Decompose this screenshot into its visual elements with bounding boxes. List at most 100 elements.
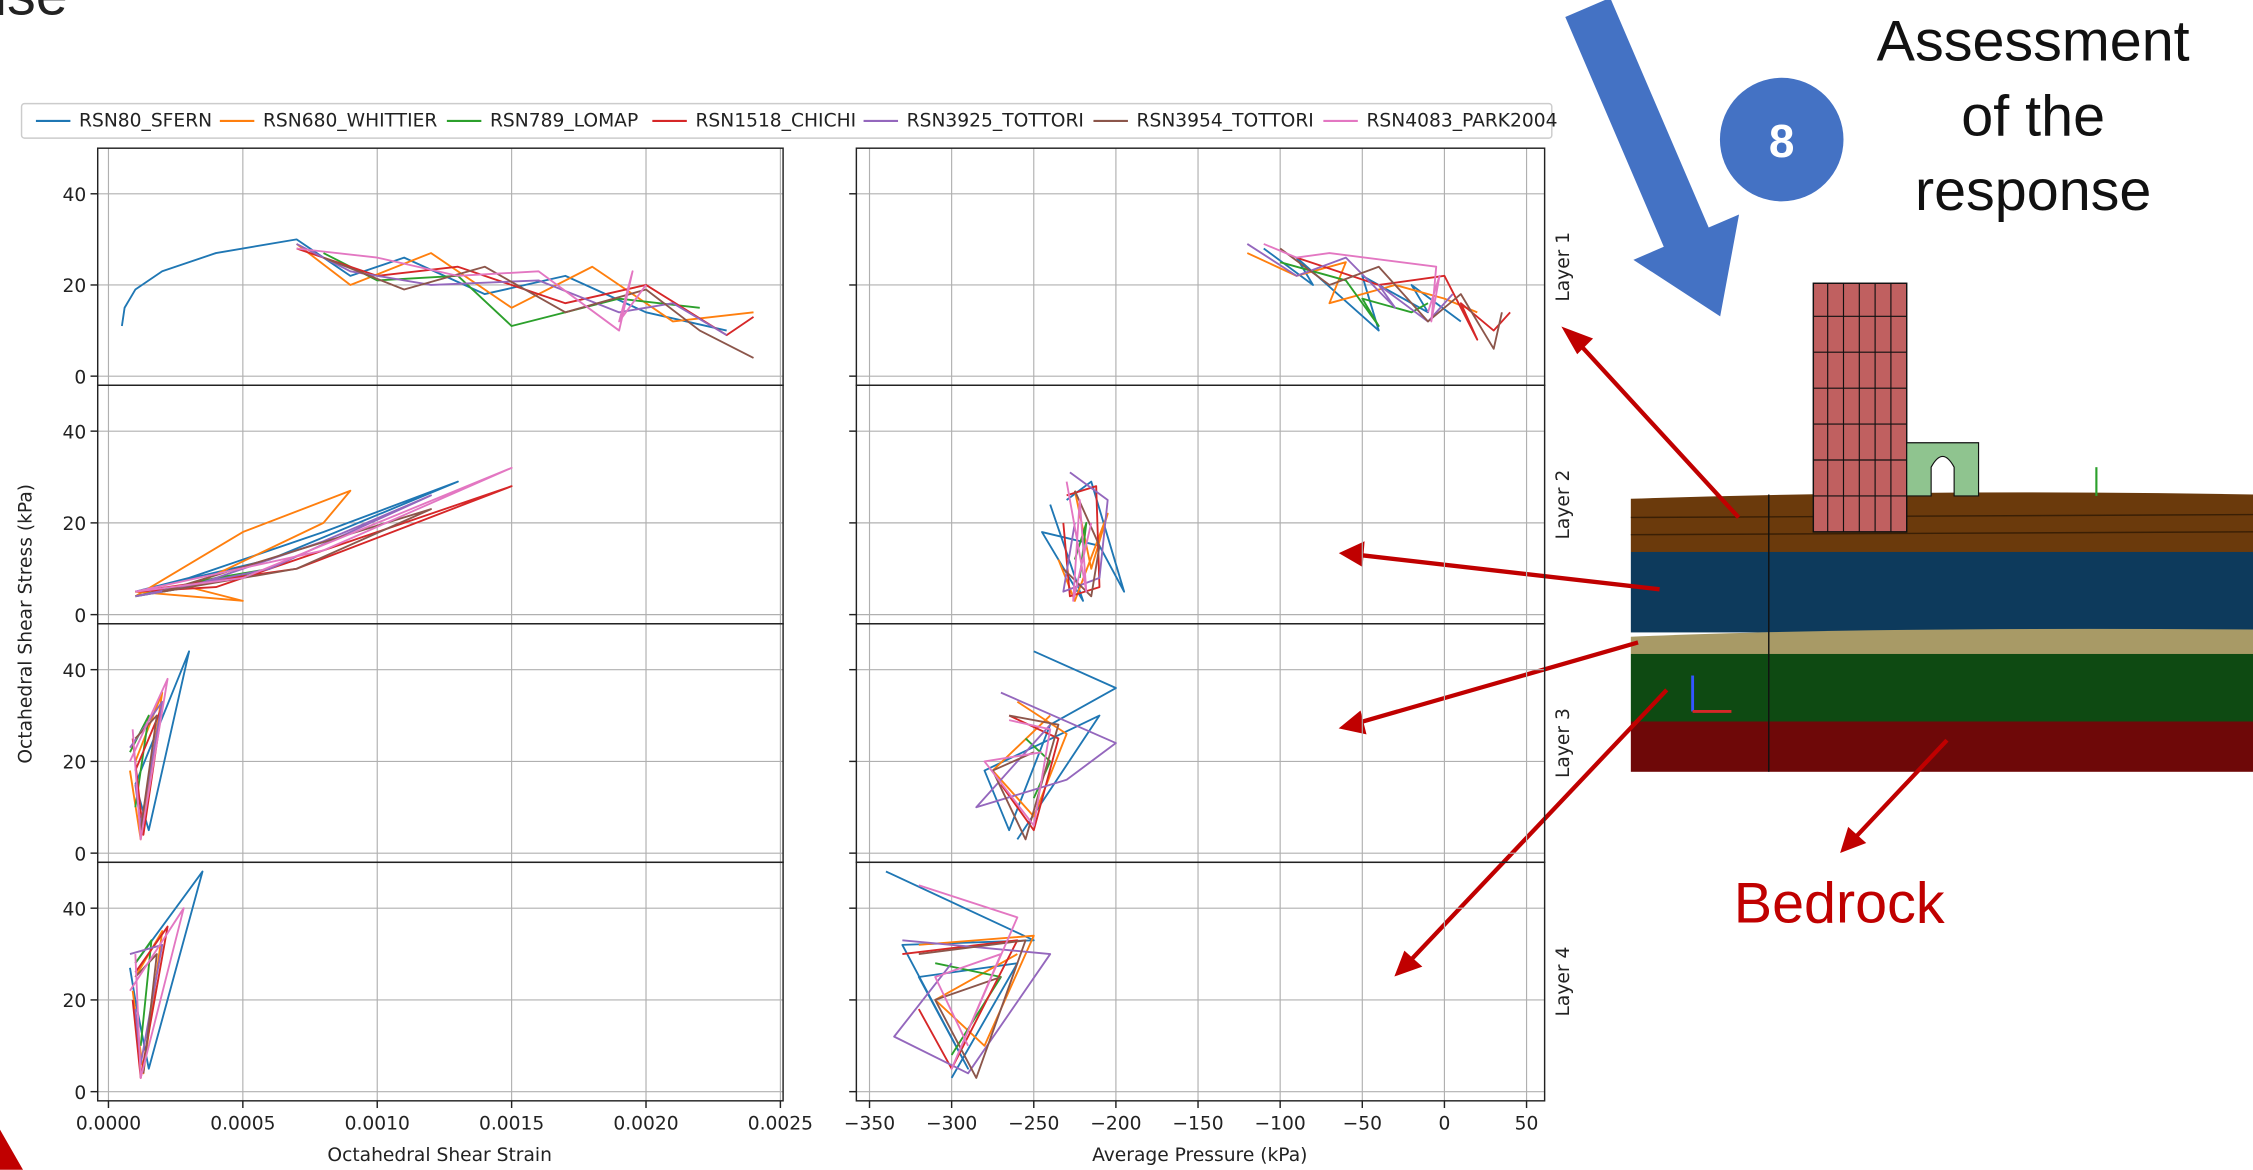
series-line	[296, 247, 647, 332]
series-group	[129, 650, 191, 841]
y-tick-label: 0	[74, 606, 86, 627]
x-axis-label: Average Pressure (kPa)	[1092, 1145, 1307, 1166]
series-line	[918, 934, 1035, 1047]
step-badge	[1719, 77, 1844, 202]
y-tick-label: 20	[62, 514, 86, 535]
series-line	[1000, 714, 1060, 832]
flow-arrow	[1565, 0, 1740, 317]
legend-label: RSN3954_TOTTORI	[1137, 111, 1314, 132]
panel: Layer 1	[849, 147, 1574, 386]
series-group	[1041, 471, 1126, 602]
series-line	[129, 870, 204, 1070]
series-line	[134, 650, 191, 832]
x-tick-label: 0.0020	[613, 1114, 678, 1135]
series-group	[975, 650, 1117, 841]
step-number: 8	[1769, 115, 1795, 167]
series-line	[902, 939, 1019, 1070]
x-tick-label: 0.0015	[479, 1114, 544, 1135]
x-tick-label: −150	[1172, 1114, 1223, 1135]
series-line	[983, 719, 1052, 827]
y-tick-label: 40	[62, 899, 86, 920]
corner-shape	[0, 1129, 23, 1170]
row-label: Layer 4	[1553, 947, 1574, 1017]
panel: 0 20 40 0.0000 0.0005 0.0010 0.0015 0.0020 0.002…	[62, 861, 813, 1135]
axes-frame	[855, 623, 1546, 864]
legend-label: RSN680_WHITTIER	[263, 111, 437, 132]
series-group	[1246, 243, 1511, 350]
y-tick-label: 40	[62, 185, 86, 206]
axes-frame	[855, 384, 1546, 625]
y-tick-label: 20	[62, 753, 86, 774]
panel: −350 −300 −250 −200 −150 −100 −50 0 50 Layer 4	[844, 861, 1574, 1135]
y-tick-label: 20	[62, 991, 86, 1012]
row-label: Layer 1	[1553, 232, 1574, 302]
series-line	[1279, 261, 1429, 327]
legend-label: RSN789_LOMAP	[490, 111, 638, 132]
x-axis-label: Octahedral Shear Strain	[327, 1145, 552, 1166]
axes-frame	[96, 147, 784, 386]
heading-line: of the	[1961, 84, 2105, 148]
series-line	[1024, 737, 1052, 799]
series-line	[893, 939, 1052, 1075]
x-tick-label: 50	[1515, 1114, 1539, 1135]
series-line	[134, 953, 158, 1074]
series-line	[129, 907, 185, 1079]
soil-model	[1630, 282, 2253, 772]
x-tick-label: −100	[1255, 1114, 1306, 1135]
series-line	[1279, 247, 1503, 350]
heading-line: response	[1915, 159, 2151, 223]
y-tick-label: 20	[62, 276, 86, 297]
legend-label: RSN1518_CHICHI	[695, 111, 856, 132]
series-line	[983, 650, 1117, 840]
x-tick-label: −300	[926, 1114, 977, 1135]
x-tick-label: −250	[1008, 1114, 1059, 1135]
cropped-text: ise	[0, 0, 68, 28]
series-line	[975, 691, 1117, 809]
x-tick-label: 0	[1438, 1114, 1450, 1135]
panel: Layer 3	[849, 623, 1574, 864]
series-line	[323, 256, 754, 359]
series-line	[296, 243, 728, 336]
y-tick-label: 40	[62, 661, 86, 682]
x-tick-label: −50	[1343, 1114, 1382, 1135]
series-line	[134, 489, 352, 602]
series-line	[129, 677, 169, 841]
legend-label: RSN3925_TOTTORI	[907, 111, 1084, 132]
panel: Layer 2	[849, 384, 1574, 625]
series-group	[885, 870, 1052, 1079]
series-line	[296, 243, 754, 323]
legend-label: RSN4083_PARK2004	[1366, 111, 1557, 132]
y-tick-label: 0	[74, 1083, 86, 1104]
series-line	[918, 939, 1027, 1079]
heading-line: Assessment	[1877, 10, 2190, 74]
series-line	[918, 884, 1019, 1070]
y-tick-label: 0	[74, 844, 86, 865]
y-tick-label: 40	[62, 422, 86, 443]
series-line	[1065, 481, 1093, 602]
y-tick-label: 0	[74, 367, 86, 388]
series-line	[161, 508, 432, 593]
bedrock-label: Bedrock	[1734, 872, 1945, 936]
x-tick-label: 0.0010	[345, 1114, 410, 1135]
series-line	[135, 466, 513, 593]
series-group	[120, 238, 755, 359]
callout-arrows	[1338, 326, 1949, 977]
row-label: Layer 3	[1553, 708, 1574, 778]
series-line	[1062, 471, 1109, 593]
series-group	[129, 870, 204, 1079]
legend-frame	[20, 102, 1553, 139]
series-line	[134, 714, 158, 831]
x-tick-label: 0.0000	[76, 1114, 141, 1135]
legend-label: RSN80_SFERN	[79, 111, 212, 132]
axes-frame	[855, 147, 1546, 386]
series-line	[131, 925, 169, 1079]
chart: Octahedral Shear Stress (kPa) Octahedral…	[16, 102, 1574, 1166]
axes-frame	[96, 861, 784, 1102]
axes-frame	[855, 861, 1546, 1102]
x-tick-label: −200	[1090, 1114, 1141, 1135]
x-tick-label: 0.0025	[748, 1114, 813, 1135]
x-tick-label: −350	[844, 1114, 895, 1135]
row-label: Layer 2	[1553, 470, 1574, 540]
